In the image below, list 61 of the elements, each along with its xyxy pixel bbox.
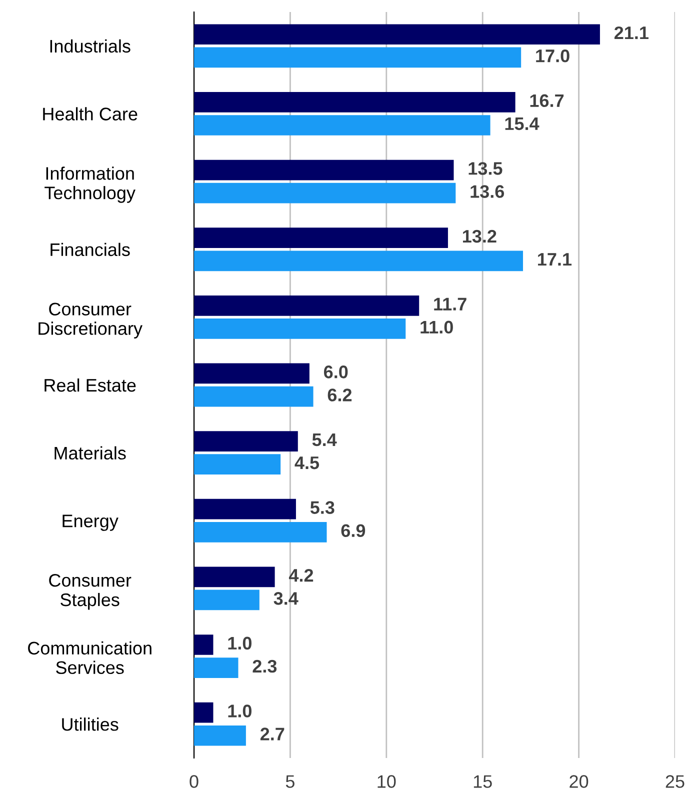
text: 17.1 xyxy=(538,253,572,266)
text: 6.9 xyxy=(341,524,366,538)
x-tick-label: 15 xyxy=(474,775,492,788)
text: 17.0 xyxy=(536,50,570,62)
text: 1.0 xyxy=(228,636,252,650)
y-tick-label: Financials xyxy=(50,242,130,256)
bar xyxy=(194,318,406,339)
bar xyxy=(194,386,314,407)
bar xyxy=(194,47,522,68)
y-tick-label: Communication Services xyxy=(28,641,152,674)
text: 13.2 xyxy=(462,230,496,243)
bar xyxy=(194,295,420,316)
bar xyxy=(194,590,260,610)
x-tick-label: 10 xyxy=(378,775,396,788)
bar xyxy=(194,725,246,746)
y-tick-label: Information Technology xyxy=(44,166,136,203)
x-tick-label: 20 xyxy=(570,775,588,788)
text: 2.7 xyxy=(260,728,284,740)
bar xyxy=(194,658,238,678)
x-tick-label: 5 xyxy=(286,775,294,788)
bar xyxy=(194,92,516,112)
bar xyxy=(194,228,448,248)
bar xyxy=(194,115,490,136)
text: 2.3 xyxy=(252,660,277,673)
text: 13.5 xyxy=(468,162,502,175)
x-tick-label: 0 xyxy=(190,775,198,788)
text: 5.3 xyxy=(310,501,334,514)
y-tick-label: Industrials xyxy=(50,39,130,53)
bar xyxy=(194,634,214,655)
y-tick-label: Materials xyxy=(54,446,126,460)
bar xyxy=(194,454,281,475)
bar xyxy=(194,182,456,204)
text: 13.6 xyxy=(470,185,504,198)
y-tick-label: Utilities xyxy=(62,718,118,731)
y-tick-label: Consumer Discretionary xyxy=(38,302,142,339)
text: 6.2 xyxy=(328,388,352,402)
y-tick-label: Health Care xyxy=(43,107,138,120)
text: 21.1 xyxy=(614,26,648,40)
bar xyxy=(194,498,296,520)
bar xyxy=(194,702,214,723)
x-tick-label: 25 xyxy=(666,775,684,788)
bar xyxy=(194,250,524,272)
y-tick-label: Energy xyxy=(62,514,118,531)
text: 15.4 xyxy=(505,118,540,130)
text: 4.2 xyxy=(288,568,314,582)
text: 4.5 xyxy=(294,456,320,470)
text: 5.4 xyxy=(312,434,337,446)
y-tick-label: Consumer Staples xyxy=(49,574,132,610)
bar xyxy=(194,431,298,452)
text: 6.0 xyxy=(324,366,348,378)
bar xyxy=(194,566,275,588)
text: 1.0 xyxy=(228,704,252,718)
bar xyxy=(194,24,600,45)
bar xyxy=(194,363,310,384)
text: 16.7 xyxy=(530,94,564,108)
bar xyxy=(194,522,327,542)
y-tick-label: Real Estate xyxy=(44,378,136,392)
text: 3.4 xyxy=(274,592,298,605)
text: 11.0 xyxy=(420,320,453,334)
text: 11.7 xyxy=(434,298,466,310)
bar xyxy=(194,160,454,180)
